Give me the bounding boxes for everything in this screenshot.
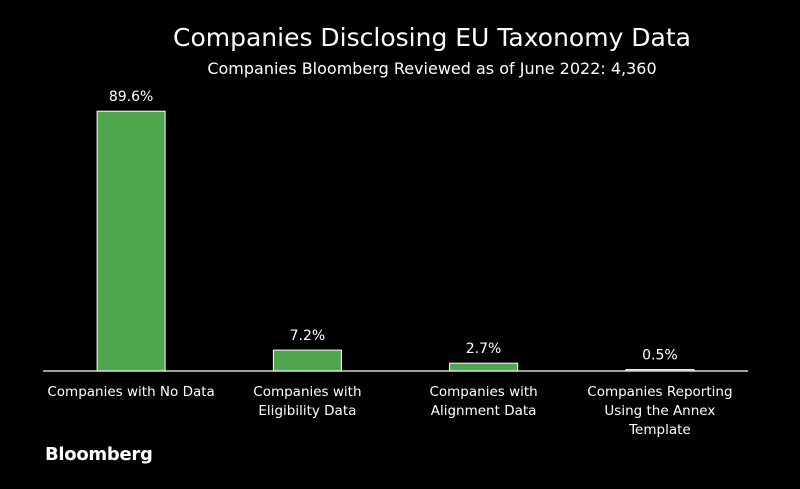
data-label-2: 7.2% — [290, 328, 326, 344]
category-label-line: Companies Reporting — [587, 384, 732, 400]
category-label-line: Using the Annex — [604, 403, 715, 419]
data-label-3: 2.7% — [466, 341, 502, 357]
bar-3 — [449, 362, 519, 372]
category-label-4: Companies Reporting Using the Annex Templa… — [587, 384, 732, 438]
bar-2 — [272, 349, 342, 372]
bloomberg-logo: Bloomberg — [45, 444, 153, 465]
data-labels-group: 89.6% 7.2% 2.7% 0.5% — [109, 89, 678, 363]
data-label-1: 89.6% — [109, 89, 153, 105]
category-label-line: Companies with — [253, 384, 361, 400]
category-label-line: Alignment Data — [431, 403, 537, 419]
data-label-4: 0.5% — [642, 348, 678, 364]
category-label-2: Companies with Eligibility Data — [253, 384, 361, 419]
category-label-line: Template — [628, 422, 691, 438]
category-label-line: Companies with No Data — [47, 384, 214, 400]
category-label-3: Companies with Alignment Data — [429, 384, 537, 419]
category-label-line: Companies with — [429, 384, 537, 400]
chart-subtitle: Companies Bloomberg Reviewed as of June … — [207, 59, 656, 78]
category-labels-group: Companies with No Data Companies with Elig… — [47, 384, 732, 438]
category-label-1: Companies with No Data — [47, 384, 214, 400]
bar-1 — [96, 110, 166, 372]
chart-title: Companies Disclosing EU Taxonomy Data — [173, 23, 691, 52]
bars-group — [96, 110, 695, 372]
category-label-line: Eligibility Data — [258, 403, 356, 419]
